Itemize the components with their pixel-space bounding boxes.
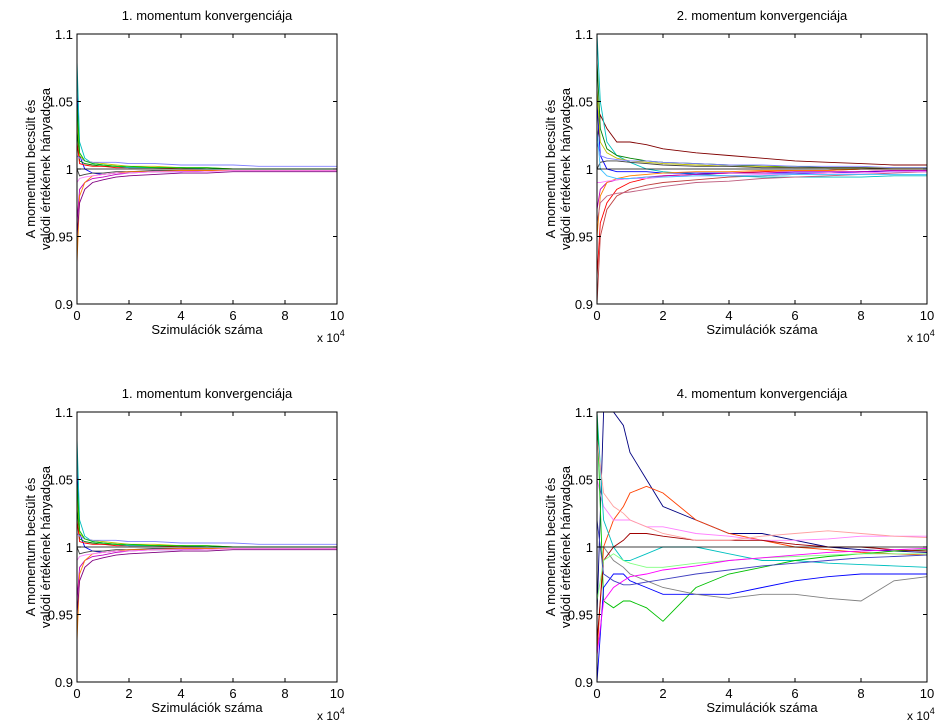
series-line-5 (597, 101, 927, 174)
x-tick-label: 2 (125, 686, 132, 701)
x-axis-multiplier: x 104 (317, 706, 345, 723)
x-tick-label: 8 (281, 308, 288, 323)
x-axis-label: Szimulációk száma (706, 322, 818, 337)
x-tick-label: 0 (73, 308, 80, 323)
series-line-3 (597, 479, 927, 541)
multiplier-base: x 10 (317, 331, 340, 345)
x-tick-label: 0 (593, 686, 600, 701)
y-tick-label: 1.05 (568, 95, 593, 110)
x-tick-label: 2 (659, 686, 666, 701)
series-line-12 (77, 549, 337, 615)
y-tick-label: 0.95 (568, 230, 593, 245)
multiplier-base: x 10 (907, 709, 930, 723)
y-axis-label-line: valódi értékének hányadosa (38, 87, 53, 250)
x-axis-multiplier: x 104 (907, 328, 935, 345)
series-line-12 (597, 519, 927, 586)
series-line-11 (77, 169, 337, 183)
y-axis-label-line: valódi értékének hányadosa (558, 87, 573, 250)
y-tick-label: 1 (66, 162, 73, 177)
x-axis-multiplier: x 104 (317, 328, 345, 345)
x-tick-label: 4 (177, 308, 184, 323)
subplot-4: 0 2 4 6 8 10 0.9 0.95 1 1.05 1.1 4. momentum konver… (543, 386, 935, 723)
subplot-3: 0 2 4 6 8 10 0.9 0.95 1 1.05 1.1 1. momentum konver… (23, 386, 345, 723)
series-line-5 (597, 412, 927, 622)
y-tick-label: 0.9 (575, 297, 593, 312)
x-tick-label: 8 (857, 686, 864, 701)
y-tick-label: 1.1 (55, 405, 73, 420)
series-line-11 (77, 547, 337, 561)
x-tick-label: 6 (791, 686, 798, 701)
subplot-2: 0 2 4 6 8 10 0.9 0.95 1 1.05 1.1 2. momentum konver… (543, 8, 935, 345)
y-tick-label: 1.05 (48, 473, 73, 488)
y-axis-label-line: A momentum becsült és (23, 477, 38, 616)
series-group (597, 34, 927, 304)
y-tick-label: 1.05 (48, 95, 73, 110)
x-tick-label: 10 (920, 308, 934, 323)
y-tick-label: 1.1 (575, 27, 593, 42)
y-axis-label-line: A momentum becsült és (543, 99, 558, 238)
y-axis-label-line: A momentum becsült és (543, 477, 558, 616)
x-tick-label: 6 (791, 308, 798, 323)
y-axis-label: A momentum becsült ésvalódi értékének há… (23, 87, 53, 250)
x-tick-label: 10 (330, 308, 344, 323)
chart-title: 1. momentum konvergenciája (122, 386, 293, 401)
subplot-1: 0 2 4 6 8 10 0.9 0.95 1 1.05 1.1 1. momentum konver… (23, 8, 345, 345)
y-axis-label: A momentum becsült ésvalódi értékének há… (543, 465, 573, 628)
y-tick-label: 0.9 (575, 675, 593, 690)
series-line-11 (597, 171, 927, 224)
y-tick-label: 1 (586, 162, 593, 177)
x-tick-label: 0 (593, 308, 600, 323)
x-tick-label: 0 (73, 686, 80, 701)
x-tick-label: 6 (229, 686, 236, 701)
y-tick-label: 0.95 (568, 608, 593, 623)
chart-title: 1. momentum konvergenciája (122, 8, 293, 23)
y-axis-label: A momentum becsült ésvalódi értékének há… (23, 465, 53, 628)
series-line-11 (597, 547, 927, 656)
series-line-9 (597, 160, 927, 170)
x-tick-label: 8 (281, 686, 288, 701)
x-tick-label: 2 (659, 308, 666, 323)
x-tick-label: 4 (725, 686, 732, 701)
x-axis-label: Szimulációk száma (151, 322, 263, 337)
y-tick-label: 1 (66, 540, 73, 555)
series-line-10 (597, 553, 927, 602)
chart-title: 4. momentum konvergenciája (677, 386, 848, 401)
y-axis-label-line: valódi értékének hányadosa (558, 465, 573, 628)
y-tick-label: 0.9 (55, 297, 73, 312)
x-tick-label: 4 (725, 308, 732, 323)
y-tick-label: 1.1 (55, 27, 73, 42)
series-line-12 (597, 141, 927, 169)
x-tick-label: 4 (177, 686, 184, 701)
multiplier-exponent: 4 (340, 328, 345, 338)
x-axis-multiplier: x 104 (907, 706, 935, 723)
multiplier-base: x 10 (907, 331, 930, 345)
y-tick-label: 1 (586, 540, 593, 555)
y-axis-label-line: valódi értékének hányadosa (38, 465, 53, 628)
y-axis-label: A momentum becsült ésvalódi értékének há… (543, 87, 573, 250)
multiplier-exponent: 4 (340, 706, 345, 716)
multiplier-base: x 10 (317, 709, 340, 723)
x-axis-label: Szimulációk száma (151, 700, 263, 715)
x-tick-label: 6 (229, 308, 236, 323)
series-line-9 (597, 438, 927, 541)
chart-title: 2. momentum konvergenciája (677, 8, 848, 23)
x-tick-label: 2 (125, 308, 132, 323)
x-tick-label: 10 (920, 686, 934, 701)
x-tick-label: 10 (330, 686, 344, 701)
x-axis-label: Szimulációk száma (706, 700, 818, 715)
y-tick-label: 1.1 (575, 405, 593, 420)
y-tick-label: 0.95 (48, 608, 73, 623)
series-line-7 (597, 546, 927, 602)
series-line-14 (597, 128, 927, 179)
y-tick-label: 0.9 (55, 675, 73, 690)
y-tick-label: 0.95 (48, 230, 73, 245)
series-line-12 (77, 171, 337, 237)
multiplier-exponent: 4 (930, 328, 935, 338)
y-axis-label-line: A momentum becsült és (23, 99, 38, 238)
multiplier-exponent: 4 (930, 706, 935, 716)
x-tick-label: 8 (857, 308, 864, 323)
series-line-1 (597, 113, 927, 166)
y-tick-label: 1.05 (568, 473, 593, 488)
